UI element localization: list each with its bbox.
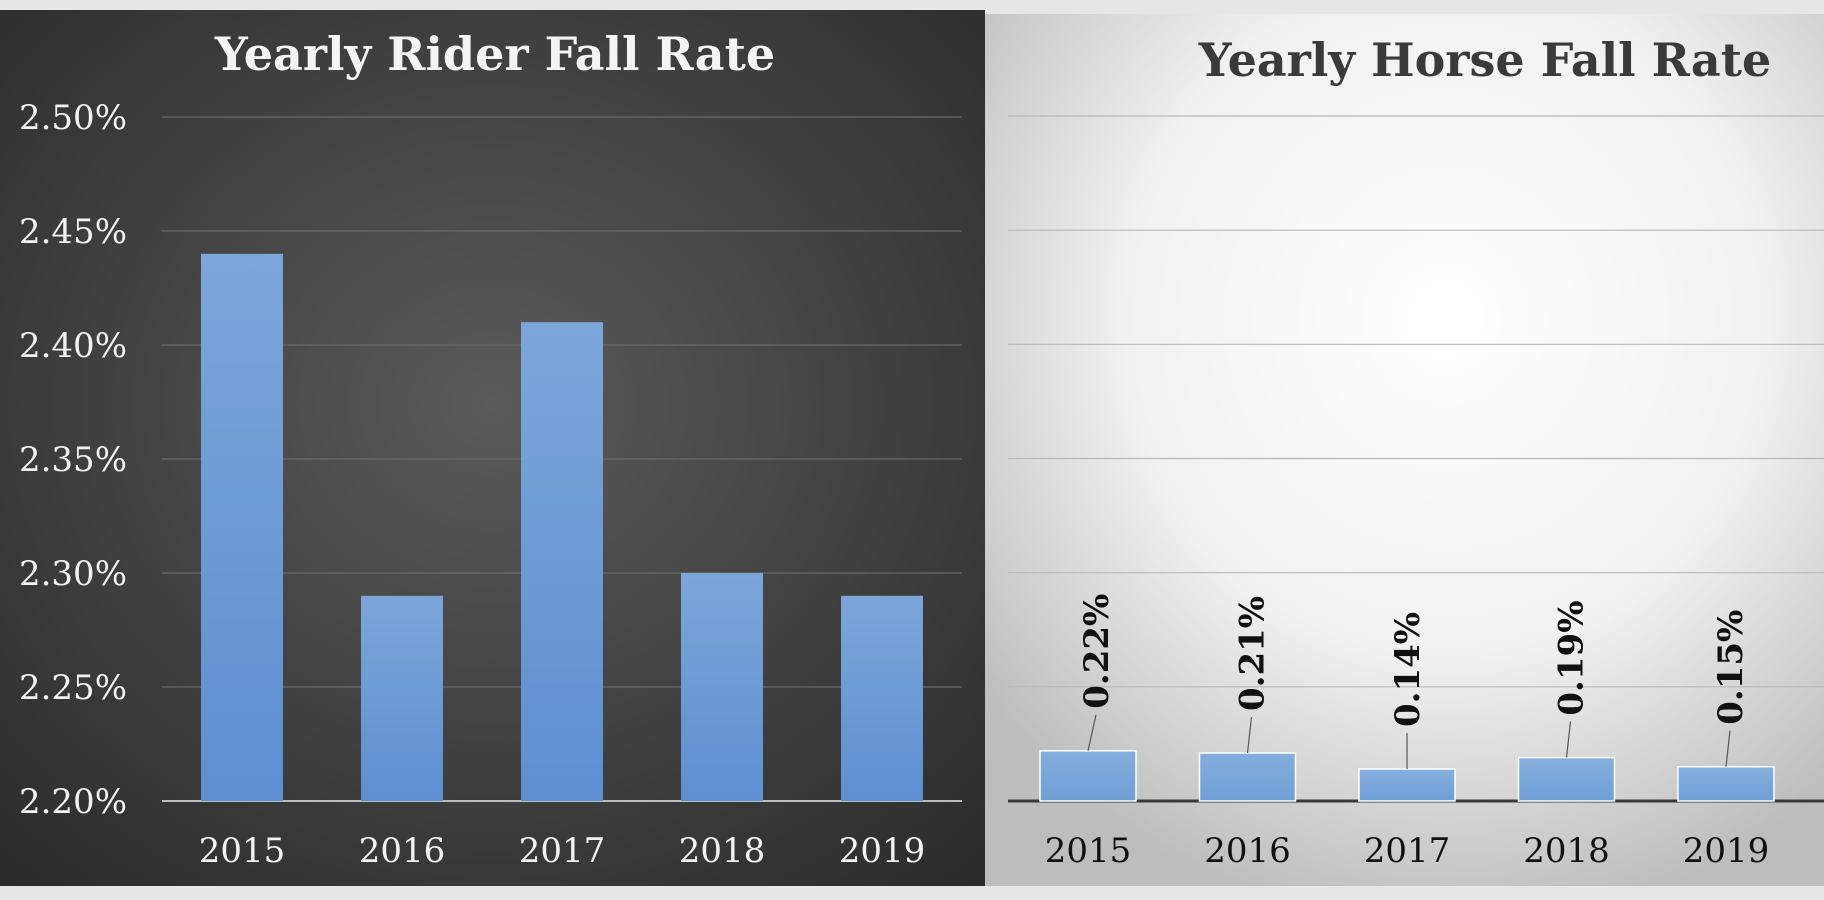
horse-x-tick-label: 2017 bbox=[1364, 831, 1451, 871]
rider-bars bbox=[201, 253, 923, 802]
rider-y-tick-label: 2.40% bbox=[19, 326, 127, 366]
horse-bar-2017 bbox=[1358, 768, 1456, 802]
rider-y-tick-label: 2.45% bbox=[19, 212, 127, 252]
rider-x-axis: 2015 2016 2017 2018 2019 bbox=[199, 831, 926, 871]
rider-bar-2019 bbox=[841, 595, 923, 801]
horse-x-tick-label: 2018 bbox=[1523, 831, 1610, 871]
rider-chart-background bbox=[0, 10, 985, 886]
horse-label-leader bbox=[1565, 721, 1572, 758]
rider-x-tick-label: 2016 bbox=[359, 831, 446, 871]
horse-x-tick-label: 2019 bbox=[1683, 831, 1770, 871]
rider-bar-2017 bbox=[521, 322, 603, 801]
horse-x-tick-label: 2015 bbox=[1045, 831, 1132, 871]
horse-x-tick-label: 2016 bbox=[1204, 831, 1291, 871]
horse-chart-title: Yearly Horse Fall Rate bbox=[1198, 33, 1771, 87]
horse-data-label: 0.14% bbox=[1388, 612, 1428, 727]
rider-y-tick-label: 2.50% bbox=[19, 98, 127, 138]
rider-y-tick-label: 2.20% bbox=[19, 782, 127, 822]
rider-bar-2018 bbox=[681, 573, 763, 801]
rider-x-tick-label: 2019 bbox=[839, 831, 926, 871]
horse-bar-2015 bbox=[1039, 750, 1137, 802]
rider-y-tick-label: 2.35% bbox=[19, 440, 127, 480]
rider-y-tick-label: 2.25% bbox=[19, 668, 127, 708]
rider-x-tick-label: 2017 bbox=[519, 831, 606, 871]
horse-label-leader bbox=[1246, 716, 1253, 754]
rider-x-tick-label: 2015 bbox=[199, 831, 286, 871]
horse-data-label: 0.21% bbox=[1233, 596, 1273, 711]
horse-x-axis: 2015 2016 2017 2018 2019 bbox=[1045, 831, 1770, 871]
horse-bar-2016 bbox=[1198, 752, 1297, 802]
rider-y-axis: 2.20% 2.25% 2.30% 2.35% 2.40% 2.45% 2.50% bbox=[19, 98, 127, 822]
rider-bar-2015 bbox=[201, 253, 283, 802]
rider-y-tick-label: 2.30% bbox=[19, 554, 127, 594]
horse-chart-background bbox=[985, 14, 1824, 886]
horse-data-label: 0.19% bbox=[1552, 600, 1592, 715]
horse-fall-rate-chart: Yearly Horse Fall Rate 0.22% 0.21% 0.14% 0.… bbox=[985, 14, 1824, 886]
rider-bar-2016 bbox=[361, 595, 443, 801]
horse-data-labels: 0.22% 0.21% 0.14% 0.19% 0.15% bbox=[1077, 594, 1751, 770]
horse-bar-2019 bbox=[1677, 766, 1775, 802]
horse-data-label: 0.22% bbox=[1077, 594, 1117, 709]
rider-x-tick-label: 2018 bbox=[679, 831, 766, 871]
horse-data-label: 0.15% bbox=[1711, 610, 1751, 725]
rider-chart-title: Yearly Rider Fall Rate bbox=[214, 27, 775, 81]
horse-label-leader bbox=[1725, 730, 1731, 767]
rider-fall-rate-chart: Yearly Rider Fall Rate 2.20%2.25%2.30%2.… bbox=[0, 10, 985, 886]
horse-label-leader bbox=[1087, 714, 1097, 751]
horse-bars bbox=[1039, 750, 1775, 802]
horse-bar-2018 bbox=[1517, 756, 1616, 802]
